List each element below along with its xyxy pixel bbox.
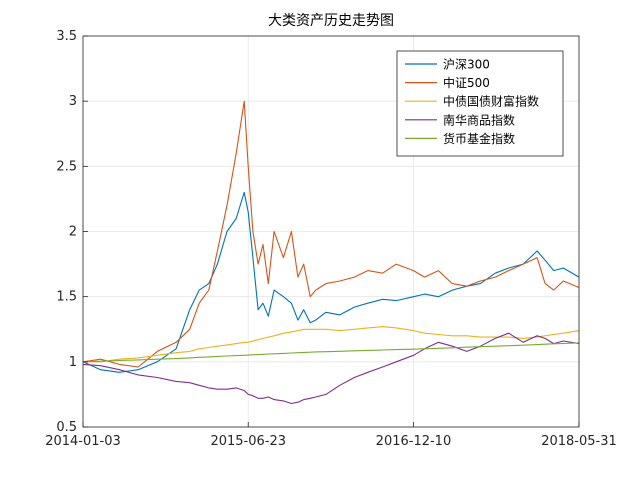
x-tick-label: 2015-06-23 xyxy=(210,434,286,449)
x-tick-label: 2014-01-03 xyxy=(45,434,121,449)
legend-label: 中证500 xyxy=(443,75,490,90)
y-tick-label: 3 xyxy=(69,94,77,109)
series-line-1 xyxy=(82,100,580,368)
y-tick-label: 0.5 xyxy=(56,420,77,435)
x-tick-label: 2018-05-31 xyxy=(541,434,617,449)
legend-label: 货币基金指数 xyxy=(443,131,515,146)
chart-title: 大类资产历史走势图 xyxy=(268,13,394,29)
series-line-0 xyxy=(82,191,580,373)
series-line-3 xyxy=(82,332,580,405)
y-tick-label: 3.5 xyxy=(56,29,77,44)
y-tick-label: 2.5 xyxy=(56,159,77,174)
series-line-4 xyxy=(82,342,580,363)
x-tick-label: 2016-12-10 xyxy=(376,434,452,449)
legend-label: 沪深300 xyxy=(443,58,490,72)
y-tick-label: 2 xyxy=(69,225,77,240)
legend-label: 中债国债财富指数 xyxy=(443,94,539,109)
y-tick-label: 1 xyxy=(69,355,77,370)
y-tick-label: 1.5 xyxy=(56,290,77,305)
series-lines xyxy=(82,100,580,405)
series-line-2 xyxy=(83,326,580,363)
axis-ticks: 0.5 1 1.5 2 2.5 3 3.5 2014-01-03 2015-06-23 2016-… xyxy=(45,29,617,449)
legend-label: 南华商品指数 xyxy=(443,112,515,127)
